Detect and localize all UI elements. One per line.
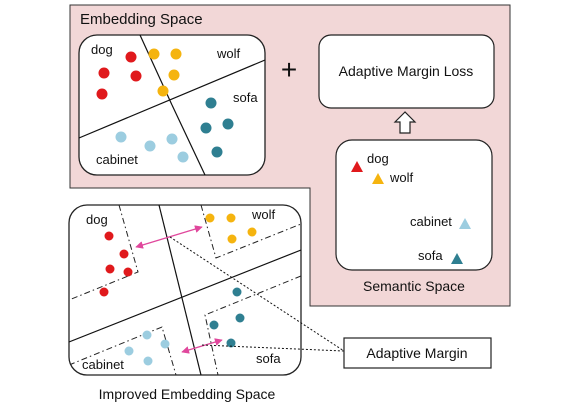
class-label-dog: dog <box>91 42 113 57</box>
semantic-label-dog: dog <box>367 151 389 166</box>
adaptive-margin-label: Adaptive Margin <box>366 345 467 361</box>
wolf-triangle <box>372 173 384 184</box>
improved-dog-points <box>99 231 133 297</box>
adaptive-margin-loss-label: Adaptive Margin Loss <box>339 63 474 79</box>
adaptive-margin-box: Adaptive Margin <box>343 337 492 369</box>
margin-arrow-bottom <box>181 338 223 354</box>
plus-operator: + <box>281 54 297 85</box>
margin-arrow-top <box>135 225 203 249</box>
wolf-points <box>148 48 182 97</box>
embedding-space-title: Embedding Space <box>80 11 203 28</box>
sofa-points <box>200 97 234 158</box>
hollow-up-arrow-icon <box>393 111 417 134</box>
improved-sofa-points <box>209 287 245 348</box>
improved-wolf-points <box>205 213 257 244</box>
cabinet-triangle <box>459 218 471 229</box>
class-label-wolf: wolf <box>216 46 241 61</box>
adaptive-margin-loss-box: Adaptive Margin Loss <box>318 34 495 109</box>
cabinet-points <box>115 131 189 163</box>
sofa-triangle <box>451 253 463 264</box>
improved-label-wolf: wolf <box>251 207 276 222</box>
dog-triangle <box>351 161 363 172</box>
improved-label-sofa: sofa <box>256 351 281 366</box>
dog-points <box>96 51 142 100</box>
semantic-space-title: Semantic Space <box>363 278 465 294</box>
class-label-sofa: sofa <box>233 90 258 105</box>
semantic-space-box: dog wolf cabinet sofa <box>335 139 493 271</box>
improved-cabinet-points <box>124 330 170 366</box>
improved-label-cabinet: cabinet <box>82 357 124 372</box>
improved-embedding-space-title: Improved Embedding Space <box>99 386 276 402</box>
improved-embedding-space-box: dog wolf cabinet sofa <box>68 204 302 376</box>
semantic-label-wolf: wolf <box>389 170 414 185</box>
semantic-label-sofa: sofa <box>418 248 443 263</box>
class-label-cabinet: cabinet <box>96 152 138 167</box>
adaptive-margin-leaders <box>169 236 345 352</box>
embedding-space-box: dog wolf sofa cabinet <box>78 34 266 176</box>
semantic-label-cabinet: cabinet <box>410 214 452 229</box>
improved-label-dog: dog <box>86 212 108 227</box>
